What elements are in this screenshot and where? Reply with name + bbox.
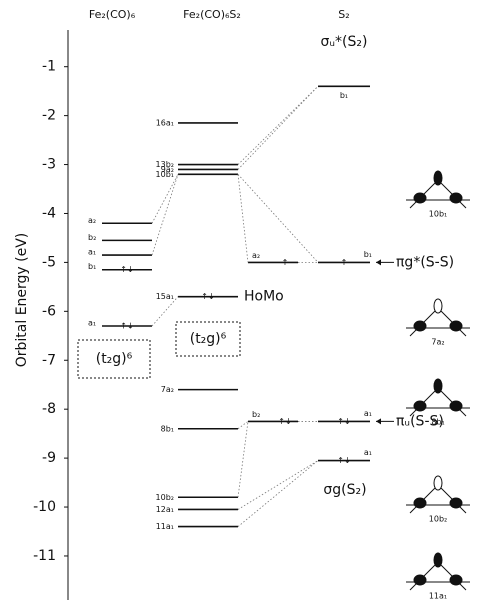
level-label: 10b₂ (156, 493, 174, 502)
correlation-line (151, 174, 179, 224)
annotation: πᵤ(S-S) (396, 413, 444, 429)
annotation: HoMo (244, 289, 284, 305)
level-label: 11a₁ (156, 522, 174, 531)
level-label: a₁ (88, 319, 96, 328)
lobe (413, 192, 427, 204)
y-tick-label: -6 (42, 303, 56, 319)
lobe (449, 574, 463, 586)
level-label: 10b₁ (156, 170, 174, 179)
y-tick-label: -2 (42, 108, 56, 124)
level-label: 8b₁ (161, 424, 174, 433)
electrons: ↑ (282, 258, 289, 267)
y-tick-label: -1 (42, 59, 56, 75)
level-label: a₂ (252, 251, 260, 260)
lobe (433, 170, 443, 186)
level-label: 15a₁ (156, 292, 174, 301)
lobe (433, 552, 443, 568)
level-label: b₂ (252, 410, 260, 419)
correlation-line (237, 460, 319, 510)
annotation: σg(S₂) (323, 482, 366, 498)
lobe (433, 378, 443, 394)
t2g-box (175, 321, 241, 357)
level-label: a₁ (88, 248, 96, 257)
electrons: ↑↓ (337, 417, 350, 426)
column-header: S₂ (338, 8, 349, 21)
level-label: 13b₂ (156, 160, 174, 169)
electrons: ↑↓ (278, 417, 291, 426)
electrons: ↑ (341, 258, 348, 267)
lobe (449, 400, 463, 412)
level-label: b₁ (364, 250, 372, 259)
lobe (449, 192, 463, 204)
level-label: b₁ (340, 91, 348, 100)
lobe (449, 320, 463, 332)
level-label: b₂ (88, 233, 96, 242)
level-label: 16a₁ (156, 118, 174, 127)
y-tick-label: -10 (33, 499, 56, 515)
sketch-label: 11a₁ (429, 592, 447, 601)
y-tick-label: -5 (42, 254, 56, 270)
annotation: σᵤ*(S₂) (321, 34, 368, 50)
level-label: 7a₂ (161, 385, 174, 394)
level-label: a₂ (88, 216, 96, 225)
y-tick-label: -7 (42, 352, 56, 368)
correlation-line (237, 460, 319, 527)
sketch-label: 8b₁ (431, 418, 444, 427)
y-axis-label: Orbital Energy (eV) (14, 233, 30, 368)
sketch-label: 10b₂ (429, 515, 447, 524)
electrons: ↑↓ (201, 292, 214, 301)
electrons: ↑↓ (120, 265, 133, 274)
annotation: (t₂g)⁶ (96, 351, 133, 367)
sketch-label: 10b₁ (429, 210, 447, 219)
lobe (433, 298, 443, 314)
correlation-line (237, 421, 249, 430)
correlation-line (151, 174, 179, 256)
electrons: ↑↓ (337, 456, 350, 465)
column-header: Fe₂(CO)₆S₂ (183, 8, 241, 21)
correlation-line (237, 174, 249, 263)
correlation-line (237, 85, 319, 170)
level-label: 12a₁ (156, 505, 174, 514)
y-tick-label: -8 (42, 401, 56, 417)
level-label: 9a₂ (161, 165, 174, 174)
electrons: ↑↓ (120, 322, 133, 331)
lobe (433, 475, 443, 491)
lobe (413, 320, 427, 332)
level-label: a₁ (364, 409, 372, 418)
level-label: b₁ (88, 262, 96, 271)
column-header: Fe₂(CO)₆ (89, 8, 136, 21)
annotation: πg*(S-S) (396, 254, 454, 270)
correlation-line (151, 296, 179, 327)
correlation-line (237, 421, 249, 498)
lobe (449, 497, 463, 509)
annotation: (t₂g)⁶ (190, 331, 227, 347)
correlation-line (237, 174, 319, 263)
sketch-label: 7a₂ (431, 338, 444, 347)
arrow-head (376, 418, 381, 425)
t2g-box (77, 339, 151, 379)
lobe (413, 497, 427, 509)
lobe (413, 574, 427, 586)
correlation-line (237, 85, 319, 165)
lobe (413, 400, 427, 412)
level-label: a₁ (364, 448, 372, 457)
y-tick-label: -11 (33, 548, 56, 564)
arrow-head (376, 259, 381, 266)
y-tick-label: -4 (42, 205, 56, 221)
y-tick-label: -9 (42, 450, 56, 466)
y-tick-label: -3 (42, 157, 56, 173)
